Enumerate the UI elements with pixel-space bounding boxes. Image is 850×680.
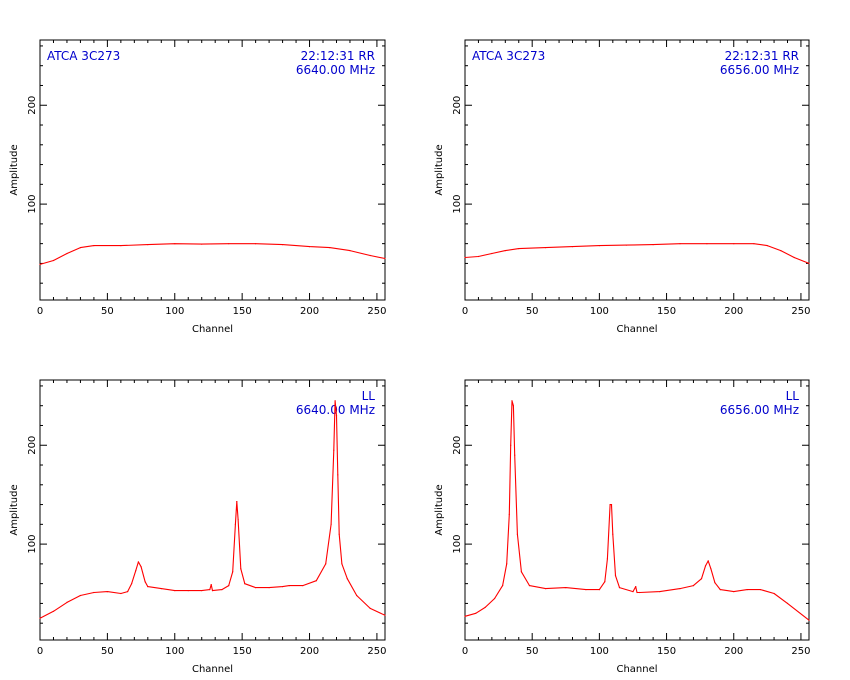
x-tick-label: 100 <box>165 306 184 317</box>
amplitude-trace <box>39 243 386 265</box>
y-tick-label: 200 <box>27 96 38 115</box>
y-tick-label: 100 <box>27 195 38 214</box>
x-axis-label: Channel <box>192 664 233 675</box>
y-tick-label: 200 <box>452 96 463 115</box>
frequency-label: 6640.00 MHz <box>296 63 375 77</box>
x-tick-label: 100 <box>590 306 609 317</box>
plot-frame <box>39 379 386 641</box>
x-tick-label: 100 <box>165 646 184 657</box>
y-axis-label: Amplitude <box>434 484 445 535</box>
plot-frame <box>464 379 810 641</box>
x-tick-label: 0 <box>462 306 468 317</box>
source-label: ATCA 3C273 <box>472 49 545 63</box>
x-tick-label: 200 <box>300 306 319 317</box>
time-polarization-label: LL <box>362 389 376 403</box>
time-polarization-label: LL <box>786 389 800 403</box>
x-tick-label: 250 <box>791 306 810 317</box>
x-tick-label: 50 <box>101 306 114 317</box>
x-tick-label: 250 <box>367 646 386 657</box>
x-tick-label: 0 <box>462 646 468 657</box>
plot-frame <box>464 39 810 301</box>
y-axis-label: Amplitude <box>9 144 20 195</box>
x-tick-label: 0 <box>37 646 43 657</box>
time-polarization-label: 22:12:31 RR <box>301 49 375 63</box>
x-axis-label: Channel <box>616 324 657 335</box>
frequency-label: 6656.00 MHz <box>720 63 799 77</box>
y-axis-label: Amplitude <box>9 484 20 535</box>
x-tick-label: 50 <box>101 646 114 657</box>
spectrum-panel-3: 0 50 100 150 200 250100200ChannelAmplitudeLL6… <box>9 379 386 675</box>
amplitude-trace <box>39 400 386 619</box>
x-tick-label: 200 <box>724 646 743 657</box>
x-tick-label: 200 <box>300 646 319 657</box>
x-tick-label: 100 <box>590 646 609 657</box>
y-tick-label: 100 <box>452 535 463 554</box>
x-tick-label: 200 <box>724 306 743 317</box>
amplitude-trace <box>464 400 810 621</box>
time-polarization-label: 22:12:31 RR <box>725 49 799 63</box>
x-tick-label: 50 <box>526 306 539 317</box>
x-axis-label: Channel <box>616 664 657 675</box>
x-tick-label: 150 <box>657 646 676 657</box>
spectrum-panel-4: 0 50 100 150 200 250 100 200 Channel Amplitude LL6… <box>434 379 810 675</box>
y-tick-label: 100 <box>27 535 38 554</box>
plot-frame <box>39 39 386 301</box>
amplitude-trace <box>464 243 810 264</box>
x-axis-label: Channel <box>192 324 233 335</box>
x-tick-label: 150 <box>233 306 252 317</box>
x-tick-label: 250 <box>367 306 386 317</box>
source-label: ATCA 3C273 <box>47 49 120 63</box>
y-tick-label: 100 <box>452 195 463 214</box>
x-tick-label: 50 <box>526 646 539 657</box>
y-axis-label: Amplitude <box>434 144 445 195</box>
y-tick-label: 200 <box>27 436 38 455</box>
frequency-label: 6656.00 MHz <box>720 403 799 417</box>
spectrum-panel-2: 0 50 100 150 200 250 100 200 Channel Amplitude ATC… <box>434 39 810 335</box>
x-tick-label: 0 <box>37 306 43 317</box>
x-tick-label: 250 <box>791 646 810 657</box>
x-tick-label: 150 <box>233 646 252 657</box>
y-tick-label: 200 <box>452 436 463 455</box>
spectrum-panel-1: 0 50 100 150 200 250 100 200 Channel Amplitude ATC… <box>9 39 386 335</box>
x-tick-label: 150 <box>657 306 676 317</box>
